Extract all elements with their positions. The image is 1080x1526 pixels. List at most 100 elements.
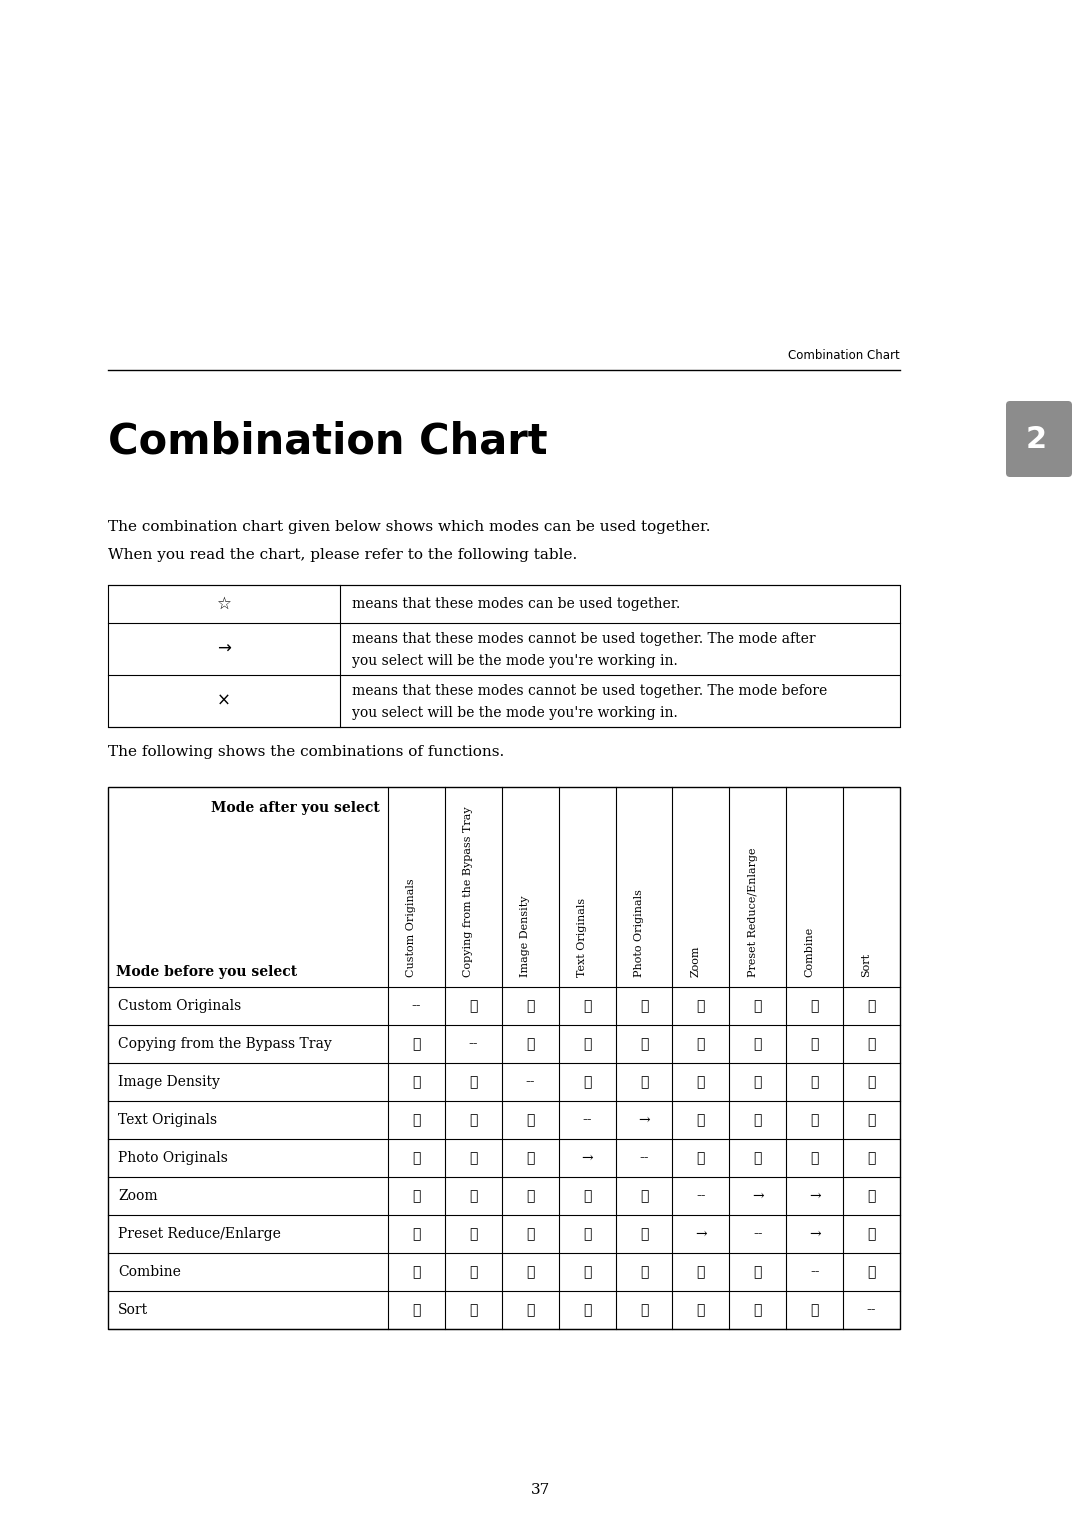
FancyBboxPatch shape <box>108 787 900 1329</box>
Text: ☆: ☆ <box>469 1227 477 1241</box>
Text: ☆: ☆ <box>639 1074 648 1090</box>
Text: ☆: ☆ <box>867 1151 876 1164</box>
Text: --: -- <box>867 1303 876 1317</box>
Text: Combination Chart: Combination Chart <box>108 420 548 462</box>
Text: Sort: Sort <box>862 952 872 977</box>
Text: Preset Reduce/Enlarge: Preset Reduce/Enlarge <box>118 1227 281 1241</box>
Text: ☆: ☆ <box>217 595 231 613</box>
Text: ☆: ☆ <box>867 1038 876 1051</box>
Text: Zoom: Zoom <box>691 946 701 977</box>
Text: ☆: ☆ <box>469 1000 477 1013</box>
Text: ☆: ☆ <box>867 1112 876 1128</box>
Text: Photo Originals: Photo Originals <box>634 890 644 977</box>
Text: --: -- <box>411 1000 421 1013</box>
Text: --: -- <box>697 1189 705 1202</box>
Text: ☆: ☆ <box>469 1265 477 1279</box>
Text: ☆: ☆ <box>810 1000 819 1013</box>
Text: ☆: ☆ <box>639 1303 648 1317</box>
Text: ☆: ☆ <box>583 1227 591 1241</box>
Text: Custom Originals: Custom Originals <box>118 1000 241 1013</box>
Text: Image Density: Image Density <box>521 896 530 977</box>
Text: ☆: ☆ <box>867 1265 876 1279</box>
Text: ☆: ☆ <box>526 1265 535 1279</box>
Text: ☆: ☆ <box>583 1189 591 1202</box>
Text: ☆: ☆ <box>639 1227 648 1241</box>
Text: ☆: ☆ <box>810 1112 819 1128</box>
Text: ☆: ☆ <box>867 1074 876 1090</box>
Text: ☆: ☆ <box>754 1038 762 1051</box>
Text: ☆: ☆ <box>639 1189 648 1202</box>
Text: →: → <box>217 639 231 658</box>
Text: Mode after you select: Mode after you select <box>212 801 380 815</box>
Text: ×: × <box>217 691 231 710</box>
Text: Sort: Sort <box>118 1303 148 1317</box>
Text: ☆: ☆ <box>639 1000 648 1013</box>
Text: Photo Originals: Photo Originals <box>118 1151 228 1164</box>
Text: The combination chart given below shows which modes can be used together.: The combination chart given below shows … <box>108 520 711 534</box>
Text: Combine: Combine <box>118 1265 180 1279</box>
Text: →: → <box>752 1189 764 1202</box>
Text: ☆: ☆ <box>697 1265 705 1279</box>
Text: ☆: ☆ <box>526 1189 535 1202</box>
Text: --: -- <box>469 1038 478 1051</box>
Text: ☆: ☆ <box>469 1074 477 1090</box>
Text: ☆: ☆ <box>697 1074 705 1090</box>
Text: ☆: ☆ <box>526 1151 535 1164</box>
Text: ☆: ☆ <box>754 1303 762 1317</box>
Text: ☆: ☆ <box>697 1151 705 1164</box>
Text: Copying from the Bypass Tray: Copying from the Bypass Tray <box>118 1038 332 1051</box>
Text: ☆: ☆ <box>413 1074 420 1090</box>
Text: ☆: ☆ <box>754 1074 762 1090</box>
FancyBboxPatch shape <box>1005 401 1072 478</box>
Text: ☆: ☆ <box>754 1151 762 1164</box>
FancyBboxPatch shape <box>108 584 900 726</box>
Text: →: → <box>638 1112 650 1128</box>
Text: ☆: ☆ <box>697 1038 705 1051</box>
Text: ☆: ☆ <box>413 1189 420 1202</box>
Text: Text Originals: Text Originals <box>118 1112 217 1128</box>
Text: ☆: ☆ <box>583 1074 591 1090</box>
Text: ☆: ☆ <box>697 1000 705 1013</box>
Text: Mode before you select: Mode before you select <box>116 964 297 980</box>
Text: Copying from the Bypass Tray: Copying from the Bypass Tray <box>463 806 473 977</box>
Text: means that these modes cannot be used together. The mode before: means that these modes cannot be used to… <box>352 684 827 697</box>
Text: ☆: ☆ <box>526 1038 535 1051</box>
Text: Combination Chart: Combination Chart <box>788 349 900 362</box>
Text: ☆: ☆ <box>413 1303 420 1317</box>
Text: ☆: ☆ <box>810 1151 819 1164</box>
Text: ☆: ☆ <box>810 1038 819 1051</box>
Text: ☆: ☆ <box>526 1000 535 1013</box>
Text: means that these modes can be used together.: means that these modes can be used toget… <box>352 597 680 610</box>
Text: ☆: ☆ <box>413 1151 420 1164</box>
Text: ☆: ☆ <box>639 1038 648 1051</box>
Text: ☆: ☆ <box>583 1000 591 1013</box>
Text: ☆: ☆ <box>583 1038 591 1051</box>
Text: ☆: ☆ <box>867 1189 876 1202</box>
Text: Combine: Combine <box>805 926 814 977</box>
Text: ☆: ☆ <box>413 1112 420 1128</box>
Text: ☆: ☆ <box>469 1303 477 1317</box>
Text: --: -- <box>753 1227 762 1241</box>
Text: ☆: ☆ <box>867 1227 876 1241</box>
Text: →: → <box>696 1227 706 1241</box>
Text: ☆: ☆ <box>469 1189 477 1202</box>
Text: ☆: ☆ <box>469 1151 477 1164</box>
Text: ☆: ☆ <box>526 1112 535 1128</box>
Text: 2: 2 <box>1026 424 1047 453</box>
Text: When you read the chart, please refer to the following table.: When you read the chart, please refer to… <box>108 548 577 562</box>
Text: Zoom: Zoom <box>118 1189 158 1202</box>
Text: ☆: ☆ <box>413 1265 420 1279</box>
Text: ☆: ☆ <box>754 1112 762 1128</box>
Text: ☆: ☆ <box>867 1000 876 1013</box>
Text: The following shows the combinations of functions.: The following shows the combinations of … <box>108 745 504 758</box>
Text: ☆: ☆ <box>697 1112 705 1128</box>
Text: Preset Reduce/Enlarge: Preset Reduce/Enlarge <box>747 847 758 977</box>
Text: you select will be the mode you're working in.: you select will be the mode you're worki… <box>352 707 678 720</box>
Text: ☆: ☆ <box>697 1303 705 1317</box>
Text: --: -- <box>810 1265 820 1279</box>
Text: ☆: ☆ <box>639 1265 648 1279</box>
Text: →: → <box>809 1227 821 1241</box>
Text: --: -- <box>526 1074 535 1090</box>
Text: --: -- <box>582 1112 592 1128</box>
Text: ☆: ☆ <box>810 1303 819 1317</box>
